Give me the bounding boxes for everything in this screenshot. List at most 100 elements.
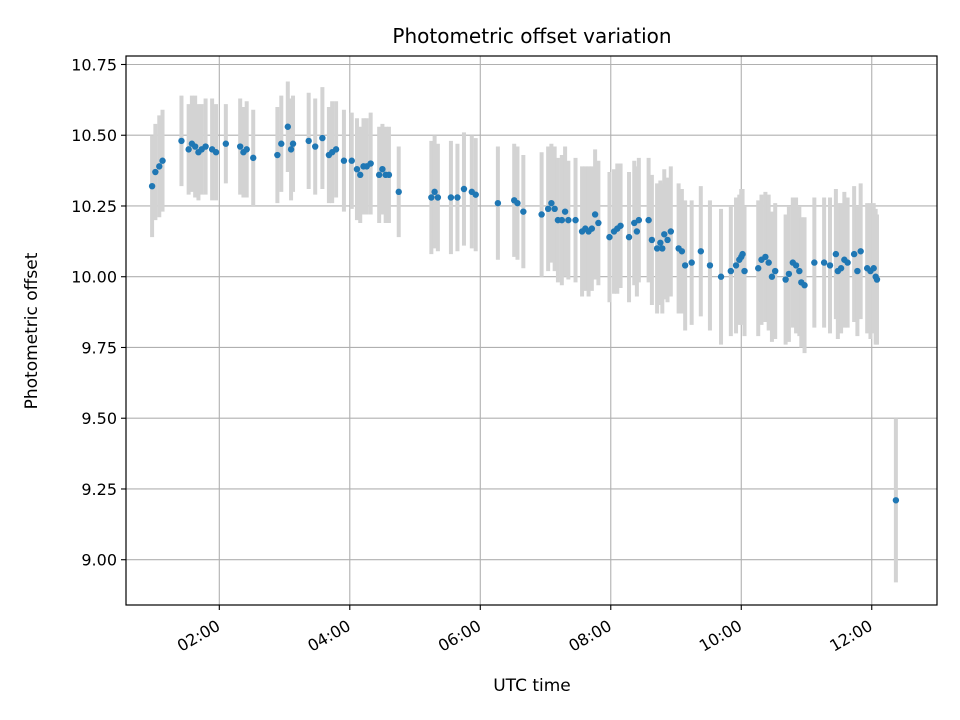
data-point xyxy=(156,163,163,170)
data-point xyxy=(191,143,199,150)
data-point xyxy=(741,267,748,275)
chart-title: Photometric offset variation xyxy=(392,24,671,48)
data-point xyxy=(606,233,613,241)
data-point xyxy=(657,239,664,246)
data-point xyxy=(697,248,705,255)
data-point xyxy=(274,151,281,159)
data-point xyxy=(631,219,638,227)
data-point xyxy=(857,248,864,255)
data-point xyxy=(633,228,641,235)
data-point xyxy=(494,199,502,207)
data-point xyxy=(785,270,793,278)
data-point xyxy=(873,276,881,283)
data-point xyxy=(595,219,602,227)
data-point xyxy=(625,233,633,241)
y-tick-label: 10.25 xyxy=(71,197,117,216)
data-point xyxy=(739,250,746,258)
data-point xyxy=(796,267,803,275)
data-point xyxy=(653,245,661,252)
plot-area-frame xyxy=(125,55,938,606)
data-point xyxy=(591,211,599,218)
data-point xyxy=(635,216,643,224)
data-point xyxy=(892,497,900,504)
y-tick-label: 9.25 xyxy=(81,480,117,499)
data-point xyxy=(520,208,527,215)
data-point xyxy=(727,267,735,275)
data-point xyxy=(514,199,521,207)
y-axis-label: Photometric offset xyxy=(22,252,42,409)
data-point xyxy=(870,265,877,272)
x-axis-label: UTC time xyxy=(493,676,571,696)
data-point xyxy=(284,123,292,130)
data-point xyxy=(538,211,545,218)
data-point xyxy=(820,259,828,266)
data-point xyxy=(454,194,461,201)
data-point xyxy=(447,194,455,201)
data-point xyxy=(645,216,652,224)
data-point xyxy=(428,194,435,201)
data-point xyxy=(375,171,383,179)
y-tick-label: 9.50 xyxy=(81,409,117,428)
data-point xyxy=(332,146,340,153)
data-point xyxy=(664,236,671,244)
data-point xyxy=(854,267,861,275)
data-point xyxy=(661,231,668,238)
data-point xyxy=(312,143,319,150)
data-point xyxy=(305,137,312,145)
data-point xyxy=(792,262,800,269)
data-point xyxy=(289,140,297,147)
data-point xyxy=(768,273,776,280)
data-point xyxy=(678,248,686,255)
data-point xyxy=(648,236,656,244)
data-point xyxy=(185,146,192,153)
data-point xyxy=(732,262,740,269)
y-axis-ticks: 9.00 9.25 9.50 9.75 10.00 10.25 10.50 10.75 xyxy=(71,55,126,570)
data-point xyxy=(460,185,468,193)
data-point xyxy=(762,253,769,261)
data-point xyxy=(319,134,326,142)
data-point xyxy=(395,188,402,196)
data-point xyxy=(278,140,285,147)
data-point xyxy=(659,245,666,252)
data-point xyxy=(287,146,295,153)
data-point xyxy=(801,282,808,289)
data-point xyxy=(544,205,552,213)
data-point xyxy=(844,259,851,266)
data-point xyxy=(357,171,364,179)
data-point xyxy=(152,168,159,176)
data-point xyxy=(243,146,250,153)
y-tick-label: 9.75 xyxy=(81,338,117,357)
y-tick-label: 9.00 xyxy=(81,551,117,570)
data-point xyxy=(178,137,185,145)
data-point xyxy=(202,143,209,150)
data-point xyxy=(617,222,624,229)
data-point xyxy=(548,199,555,207)
data-point xyxy=(572,216,579,224)
data-point xyxy=(782,276,789,283)
data-point xyxy=(379,165,386,173)
data-point xyxy=(811,259,818,266)
data-point xyxy=(771,267,779,275)
data-point xyxy=(565,216,572,224)
data-point xyxy=(212,149,220,156)
data-point xyxy=(837,265,845,272)
y-tick-label: 10.50 xyxy=(71,126,117,145)
data-point xyxy=(340,157,348,164)
data-point xyxy=(348,157,355,164)
data-point xyxy=(385,171,393,179)
data-point xyxy=(561,208,569,215)
data-point xyxy=(148,182,156,190)
data-point xyxy=(236,143,244,150)
data-points xyxy=(148,123,900,504)
data-point xyxy=(832,250,840,258)
data-point xyxy=(706,262,714,269)
data-point xyxy=(588,225,596,232)
data-point xyxy=(717,273,725,280)
y-tick-label: 10.00 xyxy=(71,268,117,287)
data-point xyxy=(681,262,689,269)
data-point xyxy=(667,228,674,235)
data-point xyxy=(850,250,858,258)
data-point xyxy=(367,160,374,167)
data-point xyxy=(826,262,834,269)
